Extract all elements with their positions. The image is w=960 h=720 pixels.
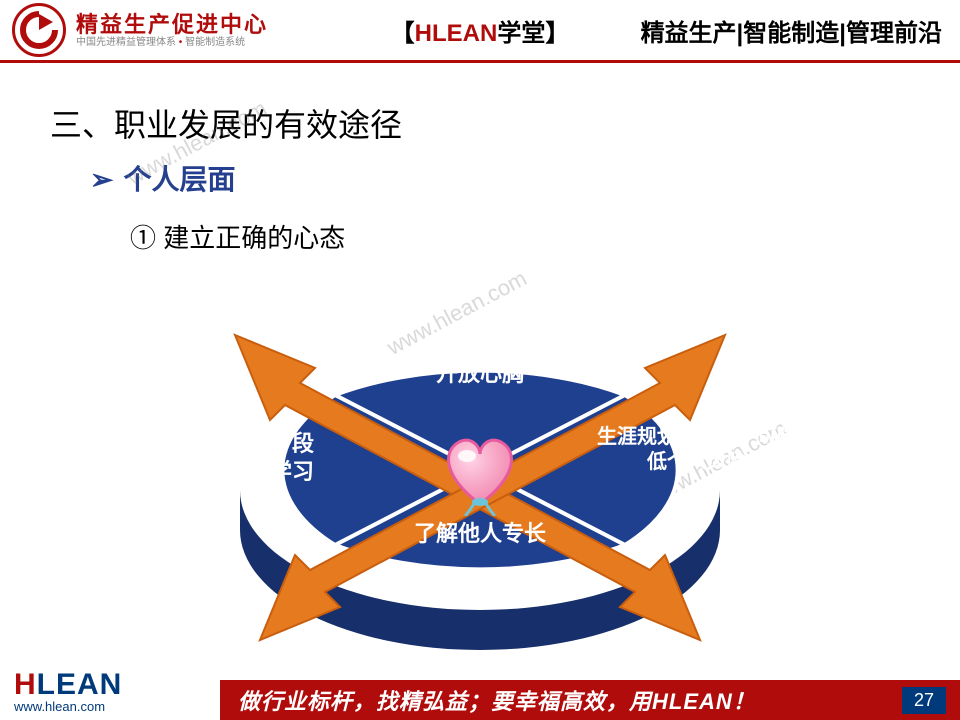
segment-label-bottom: 了解他人专长 (380, 520, 580, 548)
footer-bar: 做行业标杆，找精弘益；要幸福高效，用HLEAN！ 27 (220, 680, 960, 720)
logo-block: 精益生产促进中心 中国先进精益管理体系 • 智能制造系统 (0, 3, 268, 57)
header-center: 【HLEAN学堂】 (391, 13, 570, 48)
center-brand: HLEAN (415, 20, 498, 47)
heart-icon (435, 426, 525, 516)
logo-icon (12, 3, 66, 57)
footer-logo: HLEAN www.hlean.com (14, 669, 122, 714)
logo-sub-pre: 中国先进精益管理体系 (76, 37, 176, 48)
item-title: ① 建立正确的心态 (130, 218, 910, 255)
bracket-close: 】 (545, 20, 569, 47)
logo-main: 精益生产促进中心 (76, 12, 268, 37)
header-right: 精益生产|智能制造|管理前沿 (641, 13, 960, 48)
diagram: 突破设限 开放心胸 生涯规划是投资，可降低个人风险 了解他人专长 放下身段 虚心… (140, 320, 820, 680)
header: 精益生产促进中心 中国先进精益管理体系 • 智能制造系统 【HLEAN学堂】 精… (0, 0, 960, 60)
logo-sub: 中国先进精益管理体系 • 智能制造系统 (76, 37, 268, 49)
footer-logo-h: H (14, 668, 37, 701)
center-suffix: 学堂 (497, 20, 545, 47)
bracket-open: 【 (391, 20, 415, 47)
footer-url: www.hlean.com (14, 700, 122, 714)
content: 三、职业发展的有效途径 个人层面 ① 建立正确的心态 (0, 60, 960, 255)
logo-sub-post: 智能制造系统 (185, 37, 245, 48)
page-number: 27 (902, 687, 946, 714)
segment-label-right: 生涯规划是投资，可降低个人风险 (592, 425, 802, 475)
footer: HLEAN www.hlean.com 做行业标杆，找精弘益；要幸福高效，用HL… (0, 668, 960, 720)
segment-label-top: 突破设限 开放心胸 (380, 332, 580, 387)
section-title: 三、职业发展的有效途径 (50, 100, 910, 146)
footer-slogan: 做行业标杆，找精弘益；要幸福高效，用HLEAN！ (220, 684, 756, 716)
logo-text: 精益生产促进中心 中国先进精益管理体系 • 智能制造系统 (76, 12, 268, 49)
footer-logo-lean: LEAN (37, 668, 123, 701)
sub-title: 个人层面 (90, 158, 910, 198)
segment-label-left: 放下身段 虚心学习 (180, 430, 360, 485)
